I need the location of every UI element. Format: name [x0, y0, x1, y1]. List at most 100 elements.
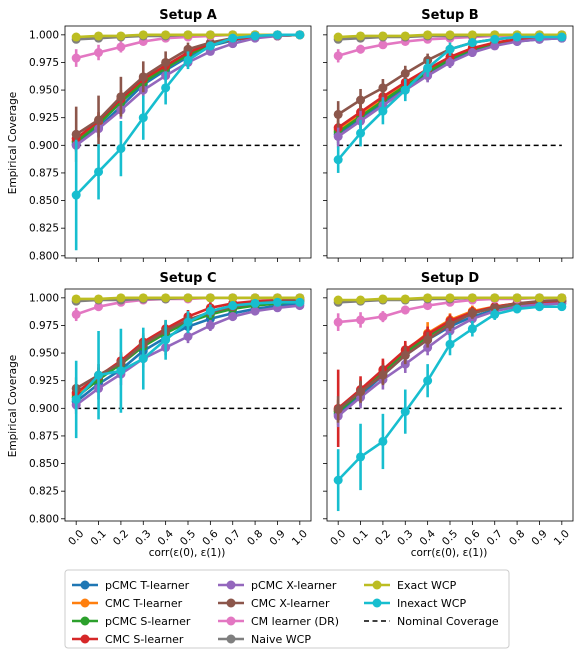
plot-area — [71, 30, 305, 251]
legend-label: CM learner (DR) — [251, 615, 339, 628]
data-point — [445, 44, 455, 54]
y-tick-label: 0.975 — [29, 57, 59, 69]
data-point — [183, 30, 193, 40]
data-point — [250, 306, 260, 316]
legend-swatch-marker — [226, 616, 236, 626]
data-point — [116, 92, 126, 102]
data-point — [71, 394, 81, 404]
data-point — [534, 293, 544, 303]
data-point — [490, 293, 500, 303]
legend-swatch-marker — [80, 634, 90, 644]
x-tick-label: 1.0 — [552, 528, 572, 548]
legend-swatch-marker — [372, 598, 382, 608]
y-tick-label: 0.875 — [29, 167, 59, 179]
data-point — [557, 32, 567, 42]
panel-title: Setup C — [159, 271, 216, 286]
legend-item: Inexact WCP — [364, 597, 466, 610]
data-point — [71, 53, 81, 63]
data-point — [423, 301, 433, 311]
panel-frame — [326, 288, 574, 522]
x-tick-label: 0.4 — [156, 528, 177, 549]
legend-label: Inexact WCP — [397, 597, 466, 610]
y-axis-label-bottom: Empirical Coverage — [7, 355, 19, 457]
data-point — [333, 404, 343, 414]
x-tick-label: 0.9 — [267, 528, 287, 548]
legend-item: Exact WCP — [364, 579, 457, 592]
data-point — [467, 38, 477, 48]
data-point — [272, 297, 282, 307]
legend-swatch-marker — [80, 616, 90, 626]
data-point — [467, 324, 477, 334]
panel-frame — [64, 288, 312, 522]
data-point — [228, 293, 238, 303]
legend-label: pCMC X-learner — [251, 579, 337, 592]
legend-item: CM learner (DR) — [218, 615, 339, 628]
legend-swatch-marker — [226, 634, 236, 644]
legend-item: pCMC S-learner — [72, 615, 191, 628]
data-point — [333, 295, 343, 305]
series-cmc-x-learner — [333, 295, 567, 423]
plot-area — [71, 293, 305, 439]
legend-label: Naive WCP — [251, 633, 311, 646]
data-point — [445, 57, 455, 67]
legend-label: pCMC T-learner — [105, 579, 190, 592]
data-point — [490, 309, 500, 319]
data-point — [183, 317, 193, 327]
data-point — [333, 475, 343, 485]
data-point — [445, 319, 455, 329]
legend-label: CMC S-learner — [105, 633, 184, 646]
data-point — [116, 144, 126, 154]
data-point — [161, 30, 171, 40]
x-tick-label: 0.0 — [66, 528, 86, 548]
data-point — [295, 297, 305, 307]
data-point — [445, 293, 455, 303]
data-point — [356, 295, 366, 305]
y-tick-label: 0.850 — [29, 458, 59, 470]
series-cmc-s-learner — [71, 294, 305, 402]
legend-label: pCMC S-learner — [105, 615, 191, 628]
data-point — [356, 128, 366, 138]
data-point — [205, 306, 215, 316]
data-point — [445, 30, 455, 40]
panel-frame — [326, 25, 574, 259]
y-tick-label: 1.000 — [29, 29, 59, 41]
legend-item: CMC X-learner — [218, 597, 330, 610]
data-point — [250, 31, 260, 41]
y-tick-label: 0.850 — [29, 195, 59, 207]
data-point — [94, 167, 104, 177]
data-point — [356, 95, 366, 105]
x-tick-label: 0.5 — [440, 528, 460, 548]
panels: Setup A 0.800 0.825 0.850 0.875 0.900 0.925 0.9… — [29, 8, 574, 549]
plot-area — [333, 30, 567, 173]
x-tick-label: 0.8 — [507, 528, 527, 548]
data-point — [378, 436, 388, 446]
data-point — [205, 293, 215, 303]
data-point — [356, 387, 366, 397]
x-tick-label: 0.7 — [485, 528, 505, 548]
data-point — [94, 294, 104, 304]
panel-title: Setup A — [159, 8, 217, 23]
x-tick-label: 0.2 — [111, 528, 131, 548]
panel-setup-d: Setup D 0.0 0.1 0.2 0.3 0.4 0.5 0.6 0.7 0.8 0.9 1.0 — [323, 271, 574, 548]
panel-setup-c: Setup C 0.800 0.825 0.850 0.875 0.900 0.925 0.9… — [29, 271, 312, 549]
legend-swatch-marker — [226, 598, 236, 608]
data-point — [490, 303, 500, 313]
y-tick-label: 0.900 — [29, 140, 59, 152]
y-tick-label: 0.950 — [29, 348, 59, 360]
data-point — [333, 109, 343, 119]
data-point — [423, 376, 433, 386]
data-point — [378, 370, 388, 380]
data-point — [161, 83, 171, 93]
legend-item: CMC T-learner — [72, 597, 183, 610]
data-point — [534, 32, 544, 42]
data-point — [183, 332, 193, 342]
data-point — [378, 312, 388, 322]
data-point — [400, 85, 410, 95]
data-point — [400, 407, 410, 417]
legend: pCMC T-learner CMC T-learner pCMC S-learne… — [64, 569, 510, 649]
data-point — [71, 294, 81, 304]
legend-swatch-marker — [80, 580, 90, 590]
y-tick-label: 0.950 — [29, 85, 59, 97]
x-tick-label: 0.8 — [245, 528, 265, 548]
